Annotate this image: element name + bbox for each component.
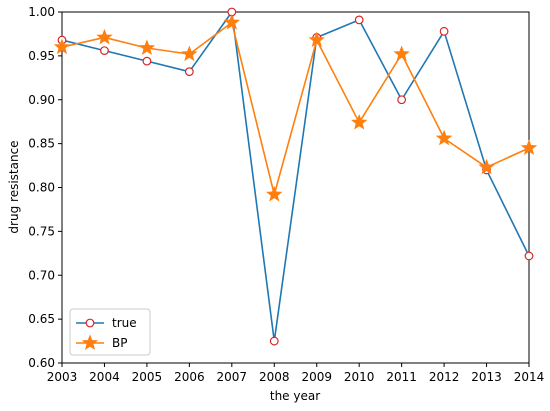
y-axis-label: drug resistance <box>7 140 21 233</box>
x-axis-label: the year <box>270 389 320 403</box>
data-point <box>138 39 156 55</box>
legend-item: BP <box>76 334 127 350</box>
y-tick-label: 0.85 <box>28 137 55 151</box>
y-tick-label: 0.95 <box>28 49 55 63</box>
y-tick-label: 0.75 <box>28 224 55 238</box>
data-point <box>393 45 410 62</box>
legend-marker <box>85 318 95 328</box>
axes-layer: 0.60 0.65 0.70 0.75 0.80 0.85 0.90 0.95 1.00 2003… <box>28 5 544 384</box>
legend-marker <box>81 334 99 350</box>
data-point <box>524 251 534 261</box>
data-point <box>181 45 198 62</box>
series-layer <box>53 7 538 346</box>
legend-box <box>69 308 151 356</box>
x-tick-label: 2012 <box>429 370 460 384</box>
data-point <box>397 95 407 105</box>
data-point <box>184 67 194 77</box>
data-point <box>308 31 325 48</box>
x-tick-label: 2014 <box>514 370 545 384</box>
y-tick-label: 0.65 <box>28 312 55 326</box>
x-tick-label: 2011 <box>386 370 417 384</box>
y-tick-label: 0.60 <box>28 356 55 370</box>
x-tick-label: 2004 <box>89 370 120 384</box>
x-tick-label: 2005 <box>132 370 163 384</box>
y-tick-label: 0.80 <box>28 181 55 195</box>
data-point <box>439 26 449 36</box>
data-point <box>96 28 113 45</box>
legend-item: true <box>76 316 137 330</box>
data-point <box>478 158 495 175</box>
legend: true BP <box>69 308 151 356</box>
data-point <box>53 38 71 55</box>
x-tick-label: 2003 <box>47 370 78 384</box>
data-point <box>269 336 279 346</box>
data-point <box>266 185 283 202</box>
x-tick-label: 2008 <box>259 370 290 384</box>
series-line <box>61 21 530 196</box>
x-tick-label: 2007 <box>217 370 248 384</box>
data-point <box>100 46 109 56</box>
x-tick-label: 2006 <box>174 370 205 384</box>
series-line <box>61 11 530 342</box>
data-point <box>142 56 152 66</box>
legend-label: true <box>112 316 137 330</box>
series-BP <box>53 13 538 202</box>
x-tick-label: 2010 <box>344 370 375 384</box>
y-tick-label: 0.70 <box>28 268 55 282</box>
data-point <box>435 129 453 146</box>
data-point <box>354 15 364 25</box>
x-tick-label: 2013 <box>471 370 502 384</box>
data-point <box>520 139 538 155</box>
data-point <box>350 113 368 130</box>
data-point <box>223 13 241 30</box>
legend-label: BP <box>112 336 127 350</box>
x-tick-label: 2009 <box>301 370 332 384</box>
y-tick-label: 1.00 <box>28 5 55 19</box>
y-tick-label: 0.90 <box>28 93 55 107</box>
series-true <box>57 7 534 346</box>
